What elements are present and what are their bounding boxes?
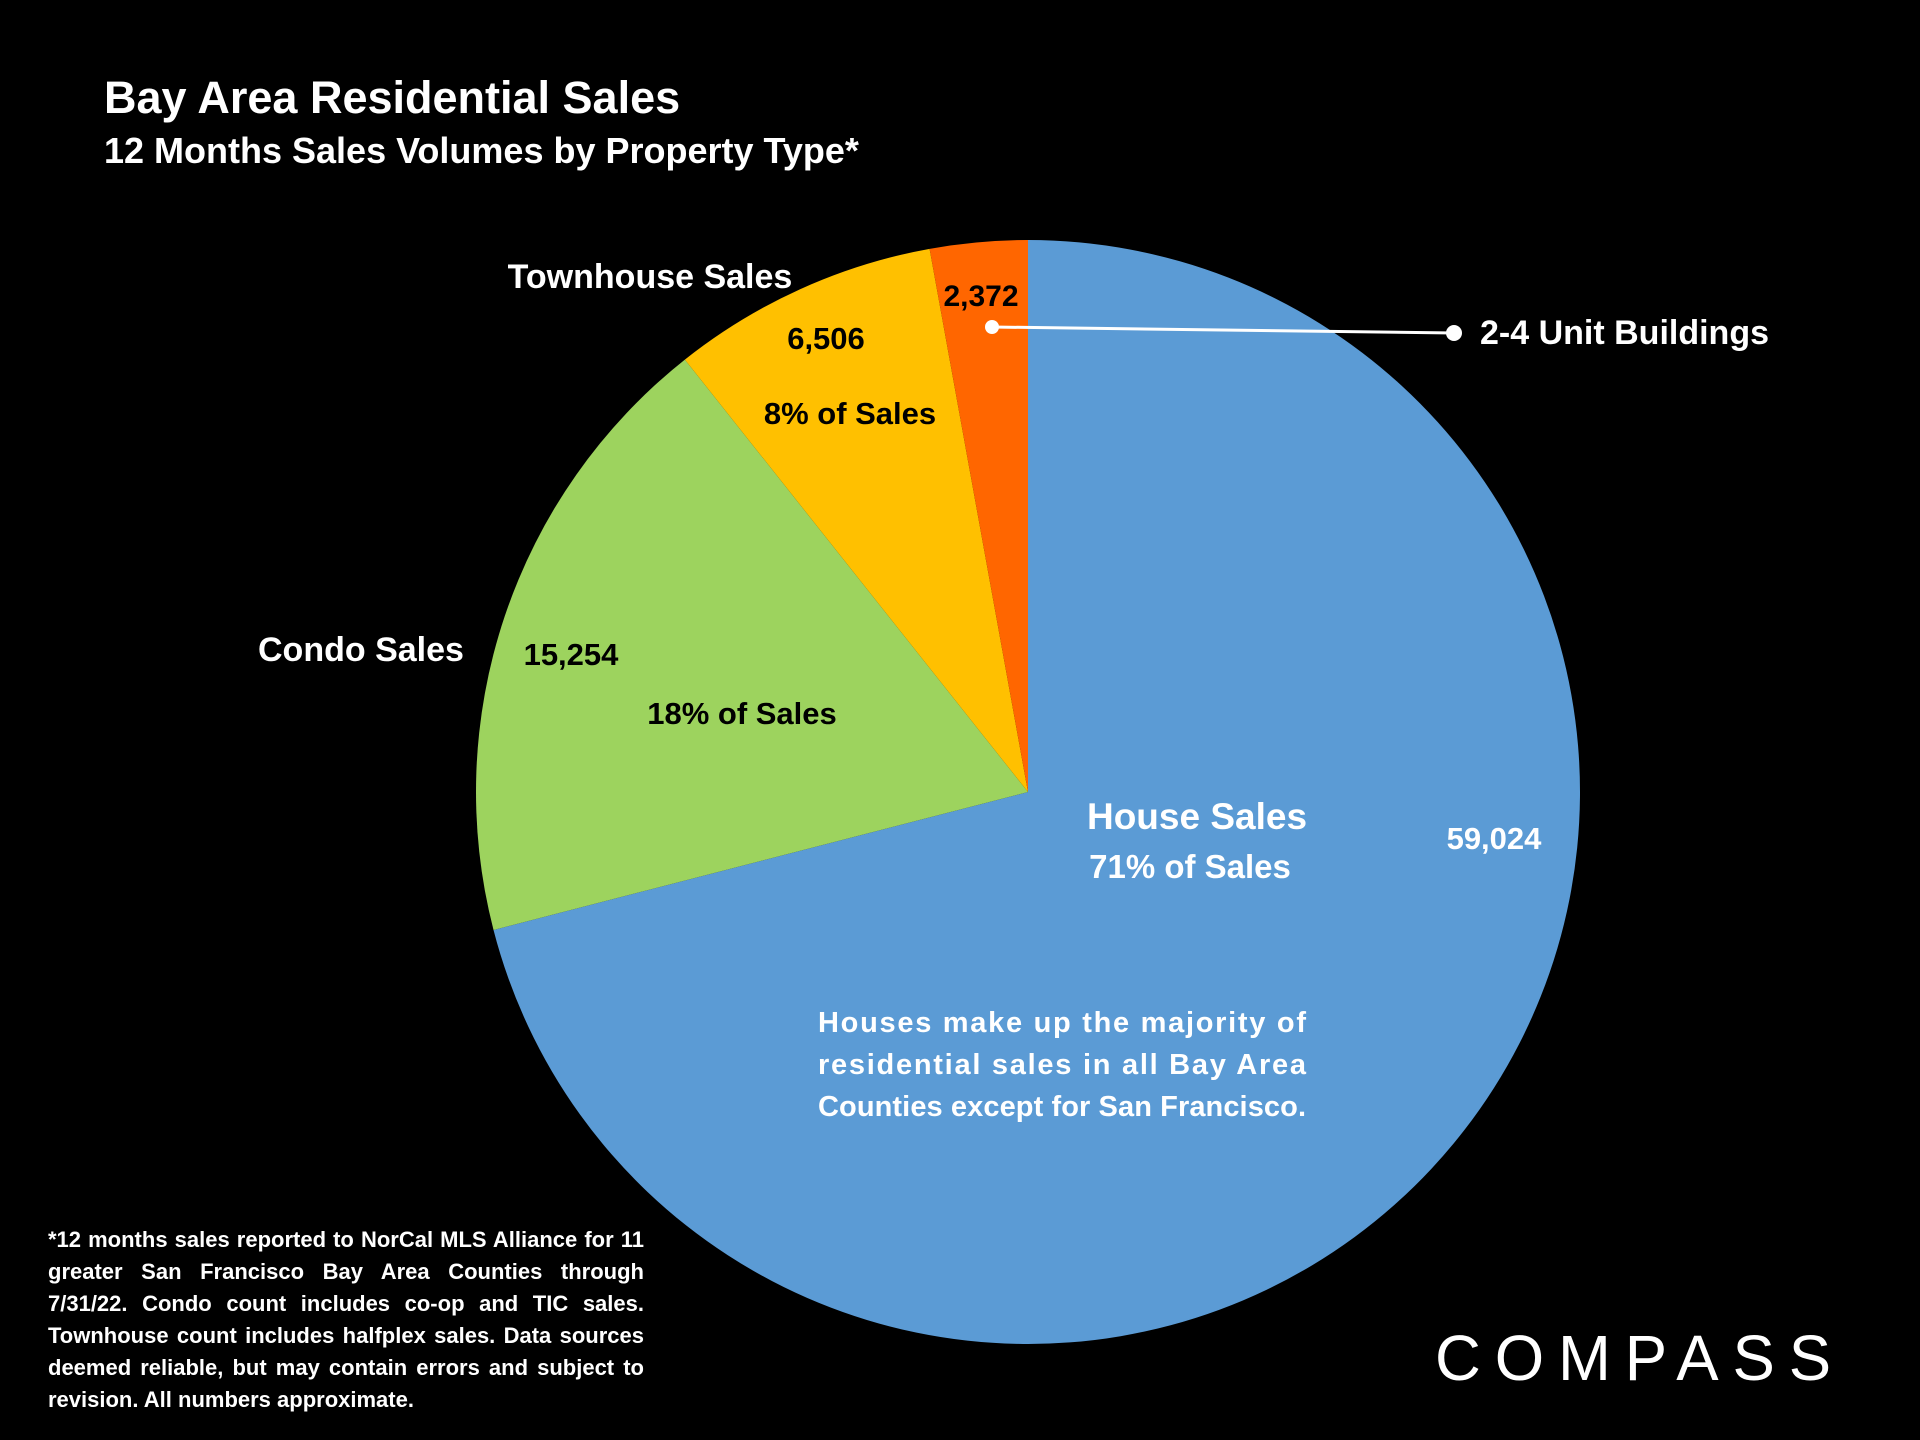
house-value-label: 59,024 bbox=[1447, 821, 1543, 856]
townhouse-value-label: 6,506 bbox=[787, 321, 865, 356]
house-percent-label: 71% of Sales bbox=[1089, 848, 1291, 885]
townhouse-percent-label: 8% of Sales bbox=[764, 396, 936, 431]
condo-percent-label: 18% of Sales bbox=[647, 696, 837, 731]
pie-slice-house bbox=[493, 240, 1581, 1344]
pie-slice-condo bbox=[475, 359, 1028, 930]
annotation-line: Houses make up the majority of bbox=[818, 1007, 1306, 1039]
units-leader-dot-start bbox=[985, 320, 999, 334]
footnote: *12 months sales reported to NorCal MLS … bbox=[48, 1227, 644, 1412]
townhouse-category-label: Townhouse Sales bbox=[508, 258, 793, 296]
chart-subtitle: 12 Months Sales Volumes by Property Type… bbox=[104, 130, 859, 171]
condo-value-label: 15,254 bbox=[524, 637, 620, 672]
compass-logo: COMPASS bbox=[1435, 1322, 1845, 1394]
annotation-line: Counties except for San Francisco. bbox=[818, 1091, 1306, 1123]
pie-slice-townhouse bbox=[684, 248, 1028, 793]
units-leader-line bbox=[991, 325, 1455, 335]
units-category-label: 2-4 Unit Buildings bbox=[1480, 314, 1769, 352]
annotation-line: residential sales in all Bay Area bbox=[818, 1049, 1307, 1081]
units-leader-dot-end bbox=[1446, 325, 1462, 341]
condo-category-label: Condo Sales bbox=[258, 631, 464, 669]
chart-title: Bay Area Residential Sales bbox=[104, 72, 681, 123]
pie-slice-units bbox=[929, 240, 1028, 792]
house-category-label: House Sales bbox=[1087, 796, 1307, 837]
svg-text:COMPASS: COMPASS bbox=[1435, 1322, 1845, 1394]
units-value-label: 2,372 bbox=[943, 280, 1018, 313]
